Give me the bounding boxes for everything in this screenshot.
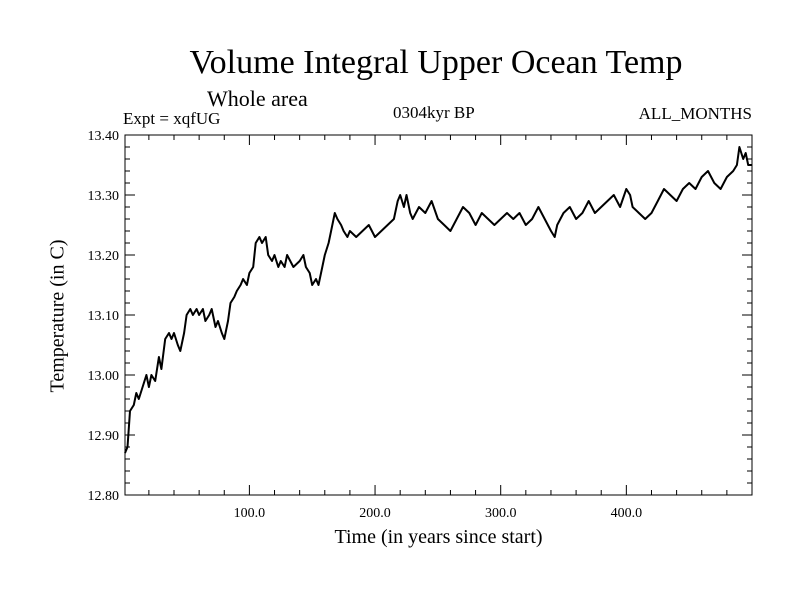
experiment-label: Expt = xqfUG	[123, 109, 221, 128]
y-tick-label: 13.30	[88, 189, 120, 204]
x-tick-label: 300.0	[485, 506, 517, 521]
x-tick-label: 400.0	[611, 506, 643, 521]
series-line	[124, 146, 752, 454]
y-tick-label: 12.80	[88, 489, 120, 504]
period-label: 0304kyr BP	[393, 103, 475, 122]
months-label: ALL_MONTHS	[638, 104, 752, 123]
y-tick-label: 13.40	[88, 129, 120, 144]
tick-labels: 12.80 12.90 13.00 13.10 13.20 13.30 13.40 100.0…	[88, 129, 643, 521]
chart-title: Volume Integral Upper Ocean Temp	[189, 44, 683, 81]
y-tick-label: 13.10	[88, 309, 120, 324]
plot-frame	[124, 134, 753, 496]
x-tick-label: 100.0	[234, 506, 266, 521]
x-tick-label: 200.0	[359, 506, 391, 521]
y-tick-label: 13.20	[88, 249, 120, 264]
chart-subtitle: Whole area	[207, 86, 308, 111]
y-tick-label: 13.00	[88, 369, 120, 384]
y-tick-label: 12.90	[88, 429, 120, 444]
x-axis-label: Time (in years since start)	[334, 526, 543, 548]
axis-ticks	[125, 134, 752, 496]
y-axis-label: Temperature (in C)	[46, 239, 69, 393]
